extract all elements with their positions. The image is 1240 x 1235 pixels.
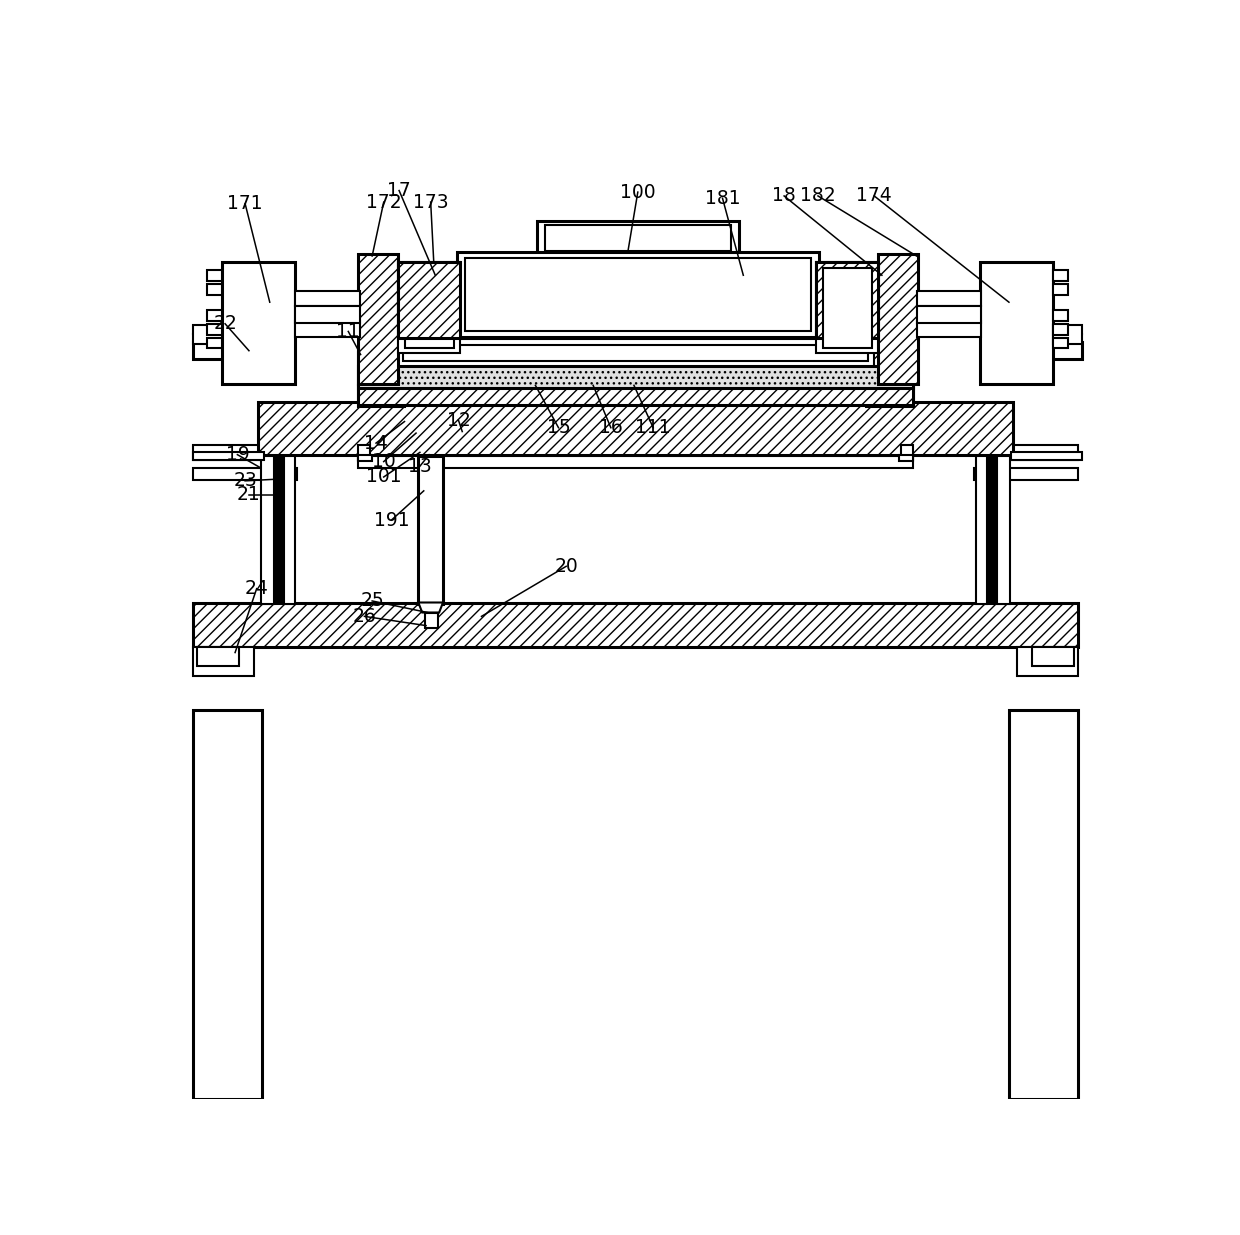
Text: 22: 22 [213, 314, 237, 333]
Bar [997, 456, 1011, 604]
Bar [901, 445, 913, 461]
Bar [295, 321, 360, 337]
Bar [192, 342, 270, 359]
Bar [192, 647, 254, 677]
Text: 19: 19 [226, 445, 249, 464]
Bar [207, 310, 222, 321]
Bar [867, 352, 913, 406]
Text: 20: 20 [554, 557, 578, 576]
Bar [295, 290, 360, 306]
Bar [1053, 284, 1068, 294]
Bar [418, 456, 443, 604]
Bar [192, 445, 289, 461]
Bar [975, 468, 1079, 480]
Text: 25: 25 [361, 592, 384, 610]
Text: 111: 111 [635, 419, 671, 437]
Bar [260, 456, 274, 604]
Text: 100: 100 [620, 183, 656, 201]
Bar [1053, 337, 1068, 348]
Bar [284, 456, 295, 604]
Bar [1053, 324, 1068, 335]
Text: 16: 16 [599, 419, 622, 437]
Bar [916, 290, 981, 306]
Text: 181: 181 [704, 189, 740, 207]
Bar [816, 262, 878, 353]
Bar [822, 268, 872, 347]
Bar [192, 468, 296, 480]
Bar [1053, 310, 1068, 321]
Bar [899, 454, 913, 461]
Text: 12: 12 [446, 410, 470, 430]
Text: 18: 18 [773, 186, 796, 205]
Bar [258, 403, 1013, 454]
Bar [982, 445, 1079, 461]
Bar [404, 268, 454, 347]
Bar [456, 252, 818, 337]
Bar [397, 340, 874, 368]
Bar [398, 262, 460, 353]
Bar [192, 325, 222, 343]
Text: 10: 10 [372, 452, 396, 471]
Bar [358, 454, 372, 461]
Bar [358, 254, 398, 384]
Text: 11: 11 [336, 322, 360, 341]
Polygon shape [418, 603, 443, 613]
Bar [207, 284, 222, 294]
Text: 172: 172 [366, 193, 402, 211]
Bar [192, 710, 262, 1099]
Text: 191: 191 [373, 510, 409, 530]
Text: 174: 174 [857, 186, 892, 205]
Bar [403, 345, 868, 362]
Bar [1012, 452, 1083, 461]
Bar [1053, 325, 1083, 343]
Text: 24: 24 [244, 579, 269, 598]
Bar [544, 225, 732, 251]
Text: 26: 26 [352, 606, 376, 626]
Bar [987, 456, 997, 604]
Text: 171: 171 [227, 194, 263, 214]
Bar [192, 603, 1079, 647]
Bar [1053, 270, 1068, 280]
Bar [358, 366, 913, 388]
Bar [197, 647, 239, 666]
Text: 14: 14 [365, 433, 388, 452]
Bar [1032, 647, 1074, 666]
Bar [358, 352, 404, 406]
Bar [222, 262, 295, 384]
Bar [916, 321, 981, 337]
Text: 101: 101 [366, 468, 402, 487]
Bar [424, 613, 438, 627]
Bar [358, 445, 370, 461]
Bar [465, 258, 811, 331]
Text: 23: 23 [233, 472, 257, 490]
Bar [976, 456, 987, 604]
Bar [358, 456, 913, 468]
Text: 21: 21 [237, 485, 260, 504]
Bar [207, 270, 222, 280]
Text: 182: 182 [800, 186, 836, 205]
Text: 13: 13 [408, 457, 432, 475]
Text: 17: 17 [387, 182, 410, 200]
Text: 15: 15 [547, 419, 570, 437]
Bar [980, 262, 1053, 384]
Bar [398, 262, 460, 337]
Bar [1017, 647, 1079, 677]
Bar [816, 262, 878, 337]
Bar [1009, 710, 1079, 1099]
Text: 173: 173 [413, 193, 449, 211]
Bar [295, 306, 360, 324]
Bar [878, 254, 918, 384]
Bar [207, 324, 222, 335]
Bar [207, 337, 222, 348]
Bar [274, 456, 284, 604]
Bar [192, 452, 264, 461]
Bar [916, 306, 981, 324]
Bar [1006, 342, 1083, 359]
Bar [358, 385, 913, 405]
Bar [537, 221, 739, 254]
